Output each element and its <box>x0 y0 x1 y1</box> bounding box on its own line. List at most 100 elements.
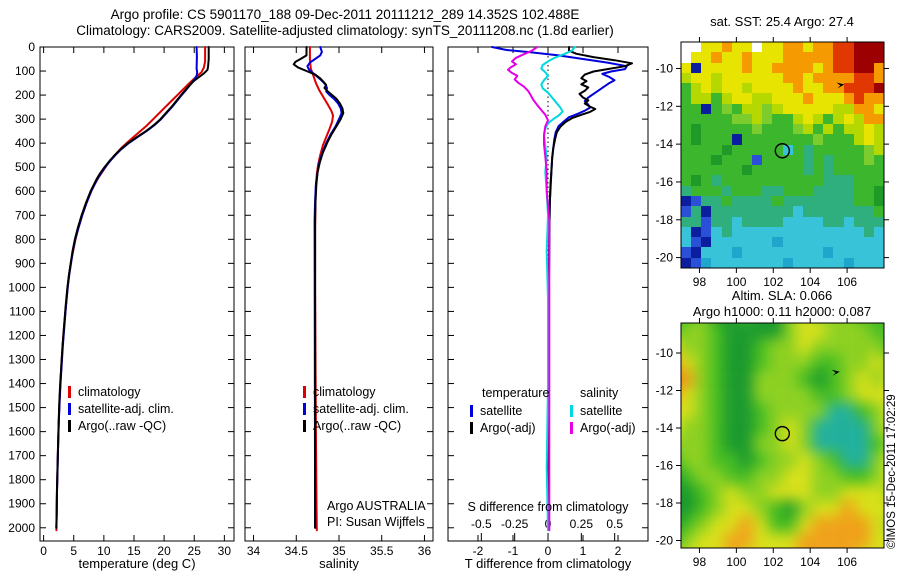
map-cell <box>792 195 803 207</box>
map-cell <box>863 62 874 73</box>
map-cell <box>741 257 753 268</box>
map-cell <box>802 226 814 238</box>
map-cell <box>721 62 732 73</box>
map-cell <box>811 323 827 339</box>
map-cell <box>873 257 884 268</box>
map-cell <box>802 83 814 94</box>
map-cell <box>840 370 856 387</box>
lon-tick-label: 98 <box>693 275 707 289</box>
map-cell <box>762 185 773 196</box>
map-cell <box>797 451 812 468</box>
map-cell <box>741 93 753 104</box>
map-cell <box>772 134 783 145</box>
map-cell <box>701 195 712 207</box>
map-cell <box>843 247 854 258</box>
map-cell <box>826 532 841 548</box>
map-cell <box>813 257 824 268</box>
map-cell <box>691 113 702 125</box>
s-tick-label: -0.25 <box>501 517 529 531</box>
map-cell <box>709 403 725 420</box>
map-cell <box>833 237 844 248</box>
map-cell <box>721 216 732 227</box>
map-cell <box>782 467 798 485</box>
map-cell <box>863 144 874 155</box>
legend-label: satellite <box>580 403 623 418</box>
lon-tick-label: 106 <box>837 275 857 289</box>
map-cell <box>782 195 793 207</box>
map-row <box>681 206 884 217</box>
map-row <box>681 42 884 53</box>
map-row <box>681 83 884 94</box>
map-cell <box>762 226 773 238</box>
s-tick-label: -0.5 <box>471 517 492 531</box>
map-cell <box>840 451 856 468</box>
map-cell <box>753 370 768 387</box>
map-cell <box>752 134 763 145</box>
x-tick-label: 36 <box>418 544 432 558</box>
map-cell <box>752 124 763 135</box>
map-row <box>681 103 884 114</box>
map-cell <box>721 113 732 125</box>
map-cell <box>741 247 753 258</box>
map-cell <box>681 206 692 217</box>
map-cell <box>873 124 884 135</box>
map-cell <box>731 154 742 166</box>
map-cell <box>802 154 814 166</box>
map-cell <box>681 386 695 404</box>
map-cell <box>701 165 712 176</box>
x-tick-label: 15 <box>127 544 141 558</box>
map-cell <box>792 257 803 268</box>
map-cell <box>782 134 793 145</box>
map-cell <box>863 134 874 145</box>
map-cell <box>802 93 814 104</box>
map-cell <box>711 154 722 166</box>
map-cell <box>792 103 803 114</box>
map-cell <box>701 154 712 166</box>
map-cell <box>701 124 712 135</box>
map-cell <box>701 237 712 248</box>
map-cell <box>681 93 692 104</box>
map-cell <box>855 338 871 355</box>
map-cell <box>701 257 712 268</box>
map-cell <box>826 467 841 485</box>
sst-box <box>680 41 885 269</box>
map-cell <box>792 247 803 258</box>
map-cell <box>721 124 732 135</box>
map-cell <box>762 42 773 53</box>
map-cell <box>863 175 874 186</box>
map-cell <box>701 226 712 238</box>
map-cell <box>833 154 844 166</box>
map-cell <box>753 338 768 355</box>
map-cell <box>782 370 798 387</box>
map-row <box>681 419 884 436</box>
x-tick-label: 30 <box>218 544 232 558</box>
map-cell <box>797 532 812 548</box>
map-cell <box>853 257 864 268</box>
map-cell <box>853 93 864 104</box>
map-cell <box>691 62 702 73</box>
map-cell <box>792 42 803 53</box>
map-cell <box>802 42 814 53</box>
map-cell <box>782 175 793 186</box>
map-row <box>681 72 884 84</box>
map-cell <box>863 195 874 207</box>
map-cell <box>741 237 753 248</box>
map-cell <box>782 484 798 501</box>
map-row <box>681 237 884 248</box>
map-cell <box>811 516 827 533</box>
map-cell <box>709 532 725 548</box>
map-row <box>681 247 884 258</box>
map-cell <box>741 52 753 63</box>
map-cell <box>738 435 754 452</box>
map-cell <box>709 484 725 501</box>
map-cell <box>823 113 834 125</box>
map-cell <box>802 52 814 63</box>
map-cell <box>870 403 884 420</box>
map-cell <box>826 403 841 420</box>
map-cell <box>691 93 702 104</box>
map-cell <box>813 154 824 166</box>
map-cell <box>811 354 827 371</box>
map-cell <box>731 124 742 135</box>
depth-tick-label: 700 <box>15 208 35 222</box>
map-cell <box>782 206 793 217</box>
